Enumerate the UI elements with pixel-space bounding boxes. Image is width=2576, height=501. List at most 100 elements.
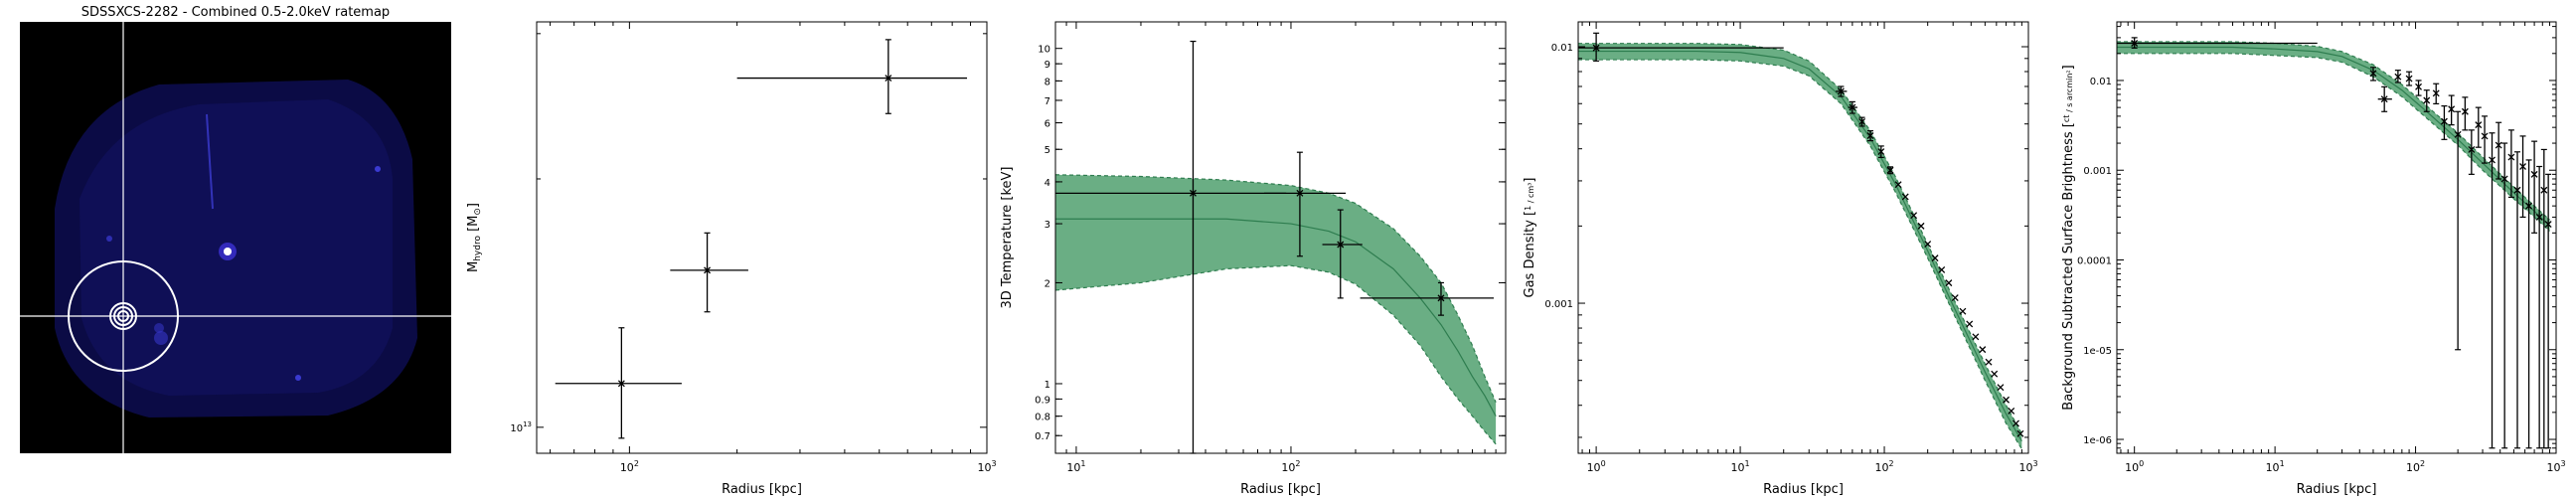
data-marker [2481, 132, 2489, 140]
data-marker [2003, 396, 2010, 404]
data-point [1997, 384, 2005, 392]
data-marker [2540, 186, 2548, 194]
data-marker [1910, 212, 1918, 220]
data-point [1848, 100, 1857, 114]
data-point [1263, 151, 1347, 257]
data-marker [1592, 44, 1600, 52]
data-marker [2525, 202, 2533, 210]
data-point [1910, 212, 1918, 220]
model-median [1055, 218, 1497, 417]
data-marker [1837, 87, 1845, 95]
data-point [2440, 104, 2448, 140]
data-point [1951, 294, 1959, 302]
data-point [2377, 85, 2392, 112]
data-marker [2535, 213, 2543, 221]
plot-frame [1054, 21, 1507, 454]
ratemap-title: SDSSXCS-2282 - Combined 0.5-2.0keV ratem… [81, 5, 390, 20]
data-marker [2394, 73, 2402, 81]
data-point [2475, 106, 2483, 148]
data-point [1924, 241, 1932, 249]
x-tick-label: 101 [2266, 459, 2285, 474]
data-marker [2489, 156, 2496, 164]
data-marker [1858, 118, 1866, 125]
data-point [2540, 148, 2548, 449]
y-axis-label: Gas Density [1 / cm³] [1523, 178, 1537, 298]
data-point [2544, 173, 2552, 449]
data-point [1322, 209, 1363, 299]
x-tick-label: 100 [2125, 459, 2144, 474]
data-point [2117, 37, 2318, 49]
data-point [1991, 370, 1999, 378]
data-point [2468, 129, 2476, 175]
data-marker [885, 75, 892, 82]
data-marker [1894, 181, 1902, 189]
y-tick-label: 1e-06 [2083, 435, 2112, 446]
ratemap-footprint [55, 80, 417, 418]
data-marker [2507, 153, 2515, 161]
model-band-lower [1578, 59, 2022, 450]
x-tick-label: 101 [1066, 459, 1085, 474]
model-band [1055, 174, 1497, 444]
data-marker [1190, 189, 1197, 197]
data-marker [2461, 107, 2469, 115]
data-point [2415, 80, 2423, 96]
data-marker [1966, 320, 1974, 328]
y-tick-label: 8 [1045, 77, 1050, 87]
y-tick-label: 1 [1045, 380, 1050, 391]
model-band-lower [2117, 53, 2550, 232]
data-marker [1931, 254, 1939, 262]
data-point [2530, 140, 2538, 234]
data-point [2423, 89, 2431, 112]
y-tick-label: 9 [1045, 60, 1050, 71]
data-marker [1917, 222, 1925, 230]
data-point [1959, 307, 1967, 315]
data-marker [2405, 75, 2413, 83]
data-marker [2008, 408, 2015, 415]
data-point [1931, 254, 1939, 262]
model-band-upper [1054, 174, 1497, 403]
data-point [2405, 71, 2413, 86]
x-axis-label: Radius [kpc] [2297, 482, 2377, 497]
y-tick-label: 0.0001 [2077, 255, 2112, 266]
data-marker [2475, 121, 2483, 129]
aperture-ring-3 [117, 310, 129, 322]
data-point [2519, 135, 2526, 219]
data-point [2513, 151, 2521, 449]
x-tick-label: 100 [1587, 459, 1606, 474]
data-point [2535, 165, 2543, 449]
y-tick-label: 0.7 [1035, 431, 1050, 442]
y-tick-label: 3 [1045, 220, 1050, 231]
y-tick-label: 7 [1045, 96, 1050, 107]
data-point [1886, 166, 1894, 175]
data-point [2525, 159, 2533, 449]
data-point [1360, 281, 1495, 316]
x-tick-label: 102 [620, 459, 639, 474]
data-point [2016, 429, 2024, 437]
y-tick-label: 0.01 [1551, 43, 1573, 54]
data-point [1966, 320, 1974, 328]
y-tick-label: 0.001 [2083, 166, 2112, 177]
data-marker [704, 266, 712, 274]
model-band-upper [2117, 41, 2550, 221]
model-band [1578, 43, 2022, 449]
data-point [2461, 96, 2469, 131]
y-tick-label: 1013 [510, 420, 532, 434]
y-tick-label: 0.01 [2090, 77, 2112, 87]
data-point [2481, 115, 2489, 164]
data-point [1901, 193, 1909, 201]
data-marker [1877, 148, 1885, 155]
y-tick-label: 0.001 [1544, 299, 1573, 310]
data-marker [2380, 95, 2388, 103]
data-marker [1972, 333, 1980, 341]
data-point [2369, 67, 2377, 82]
data-marker [2448, 105, 2456, 113]
model-band-upper [1578, 43, 2022, 434]
data-marker [1866, 132, 1874, 139]
mass-profile-chart: 102 103 1013 Radius [kpc] Mhydro [M⊙] [466, 21, 997, 497]
data-marker [2440, 117, 2448, 125]
ratemap-panel: SDSSXCS-2282 - Combined 0.5-2.0keV ratem… [20, 5, 451, 453]
data-marker [1945, 279, 1953, 287]
data-marker [1991, 370, 1999, 378]
data-marker [2500, 175, 2508, 183]
data-marker [2495, 141, 2502, 149]
